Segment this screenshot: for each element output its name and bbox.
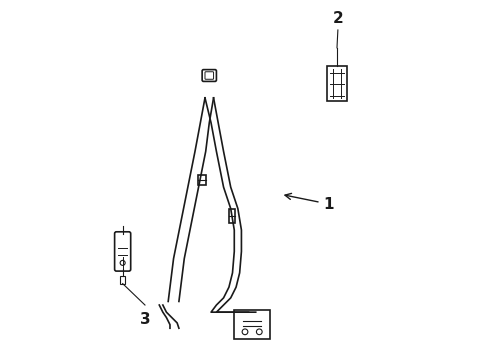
FancyBboxPatch shape (234, 310, 270, 339)
Bar (327, 66, 347, 102)
Bar (120, 276, 125, 284)
Bar (198, 175, 206, 185)
Text: 1: 1 (285, 193, 334, 212)
FancyBboxPatch shape (202, 69, 217, 81)
Bar (229, 208, 235, 223)
Text: 2: 2 (333, 12, 343, 26)
FancyBboxPatch shape (115, 232, 131, 271)
FancyBboxPatch shape (205, 72, 214, 79)
Text: 3: 3 (140, 312, 150, 327)
